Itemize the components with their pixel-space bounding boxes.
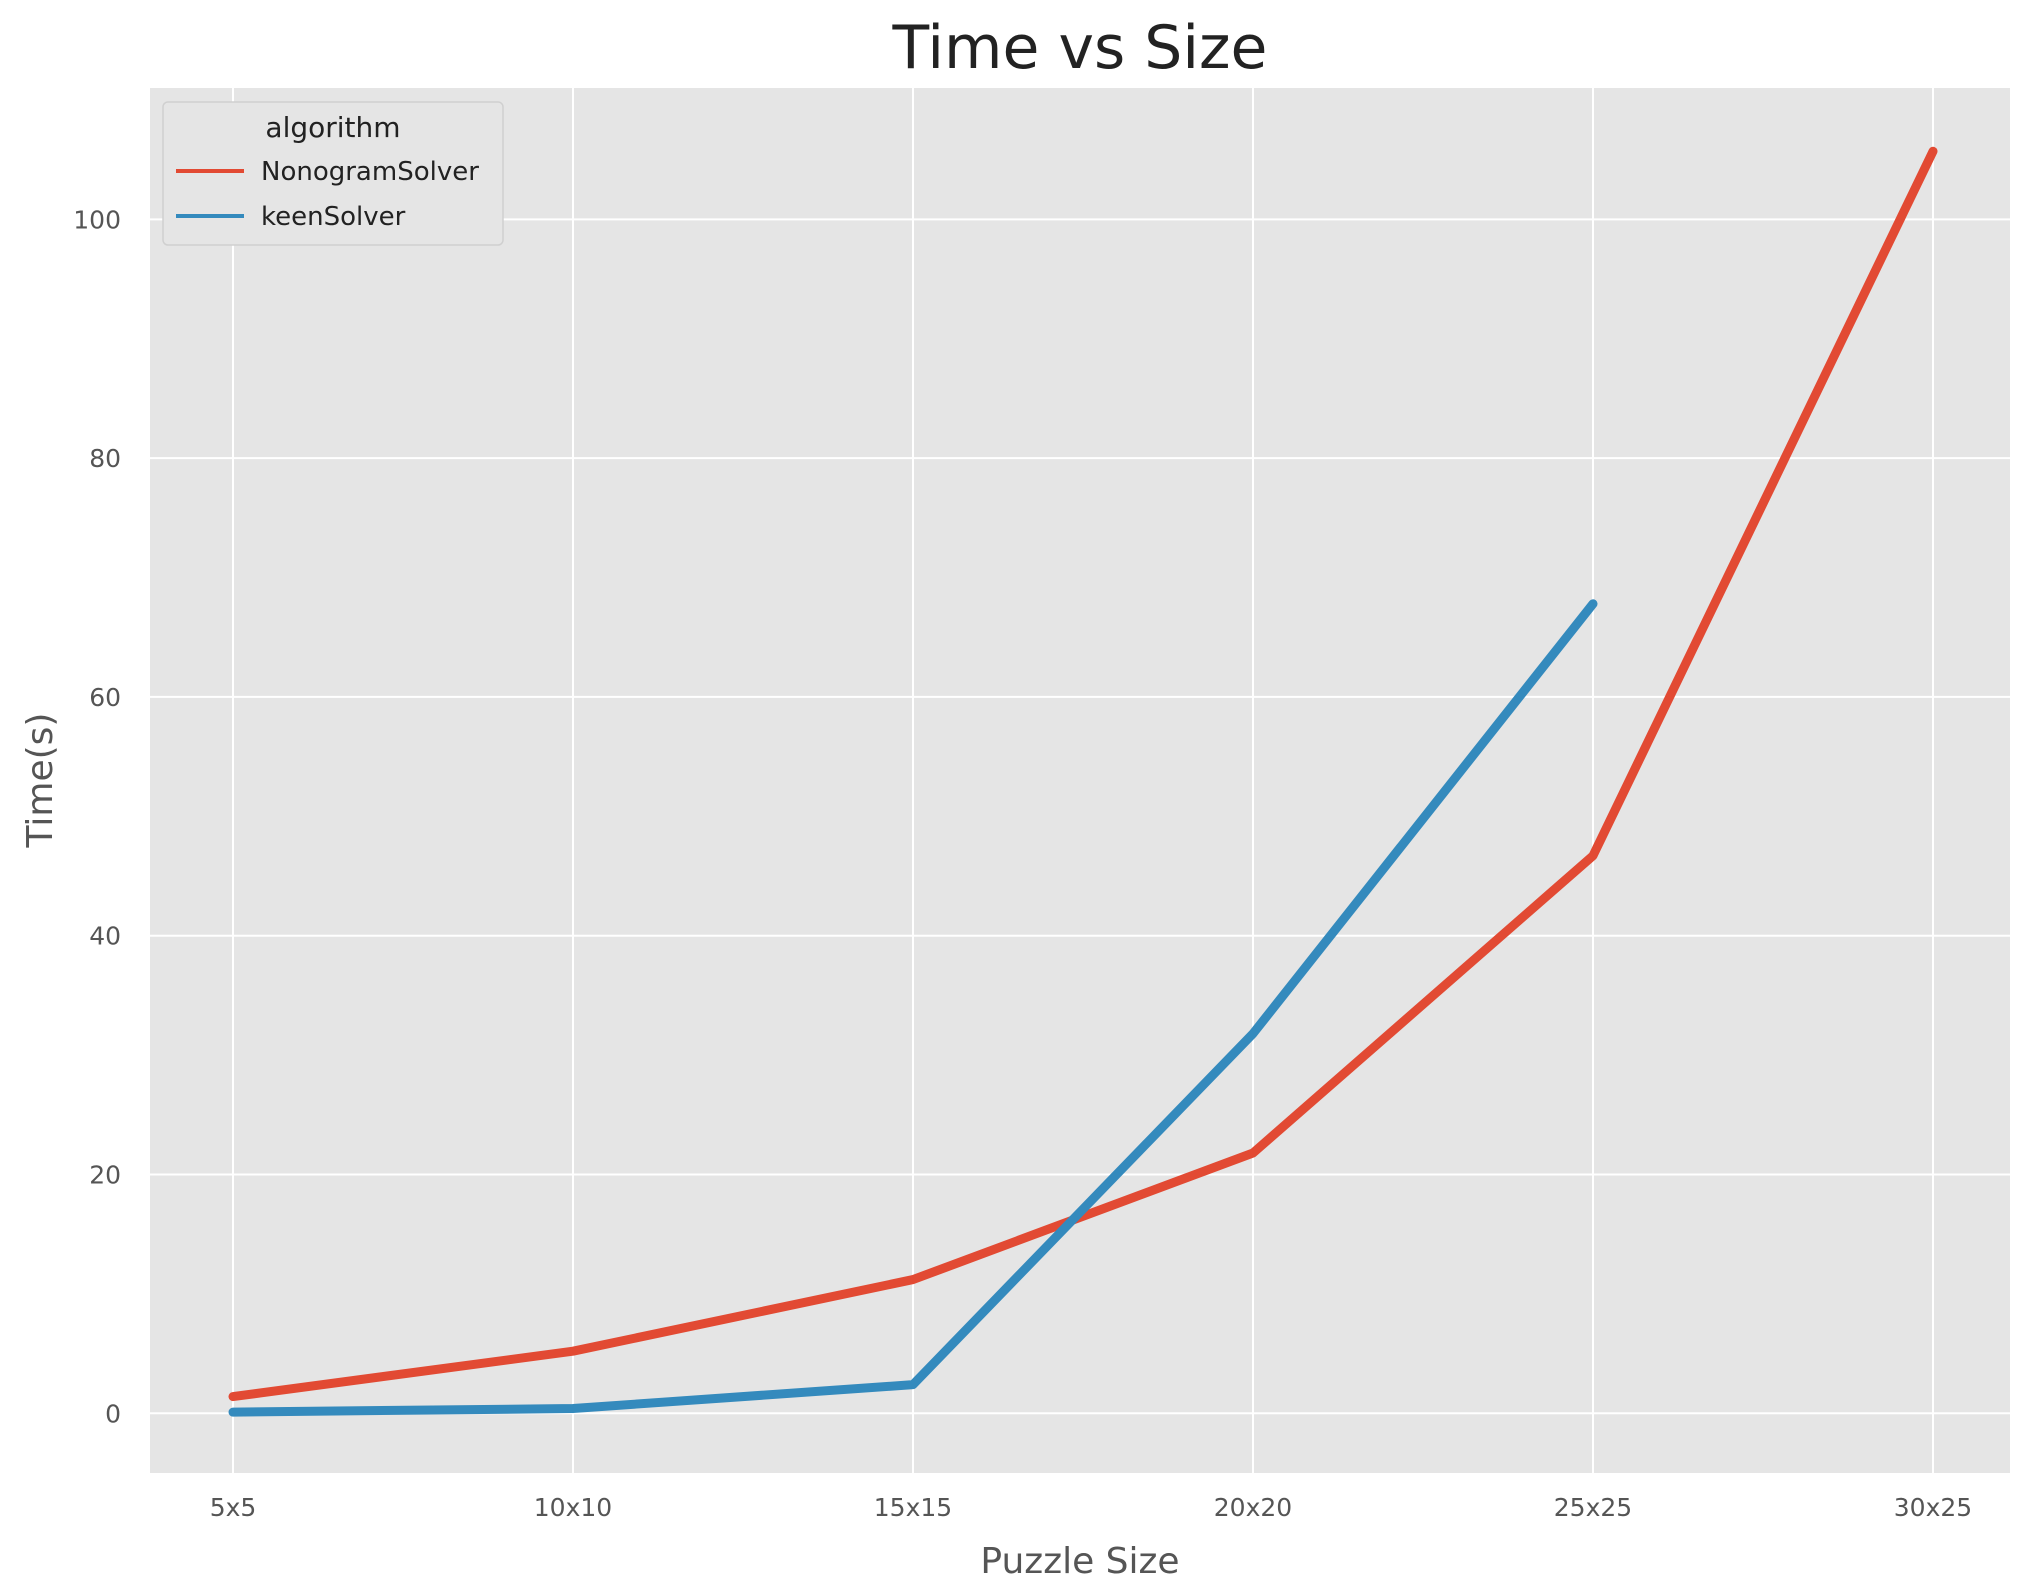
legend: algorithm NonogramSolver keenSolver <box>162 101 504 246</box>
tick-labels: 5x5 10x10 15x15 20x20 25x25 30x25 0 20 40 60 80 100 <box>73 205 1972 1522</box>
y-tick-label-20: 20 <box>89 1161 121 1190</box>
series-line-NonogramSolver <box>228 146 1938 1402</box>
series-line-keenSolver <box>228 599 1598 1417</box>
x-tick-label-30x25: 30x25 <box>1894 1493 1972 1522</box>
x-tick-label-20x20: 20x20 <box>1214 1493 1292 1522</box>
y-tick-label-100: 100 <box>73 205 121 234</box>
y-tick-label-40: 40 <box>89 922 121 951</box>
plot-area <box>150 88 2010 1473</box>
legend-title: algorithm <box>265 111 400 144</box>
x-tick-label-25x25: 25x25 <box>1554 1493 1632 1522</box>
y-tick-label-80: 80 <box>89 444 121 473</box>
chart-title: Time vs Size <box>892 13 1268 83</box>
legend-label-nonogramsolver: NonogramSolver <box>261 157 479 187</box>
x-tick-label-5x5: 5x5 <box>210 1493 257 1522</box>
x-tick-label-10x10: 10x10 <box>534 1493 612 1522</box>
y-tick-label-60: 60 <box>89 683 121 712</box>
x-axis-label: Puzzle Size <box>980 1541 1179 1582</box>
y-axis-label: Time(s) <box>20 713 61 849</box>
y-tick-label-0: 0 <box>105 1399 121 1428</box>
series-lines <box>228 146 1938 1417</box>
x-tick-label-15x15: 15x15 <box>874 1493 952 1522</box>
legend-label-keensolver: keenSolver <box>261 202 406 232</box>
legend-box <box>162 101 504 246</box>
